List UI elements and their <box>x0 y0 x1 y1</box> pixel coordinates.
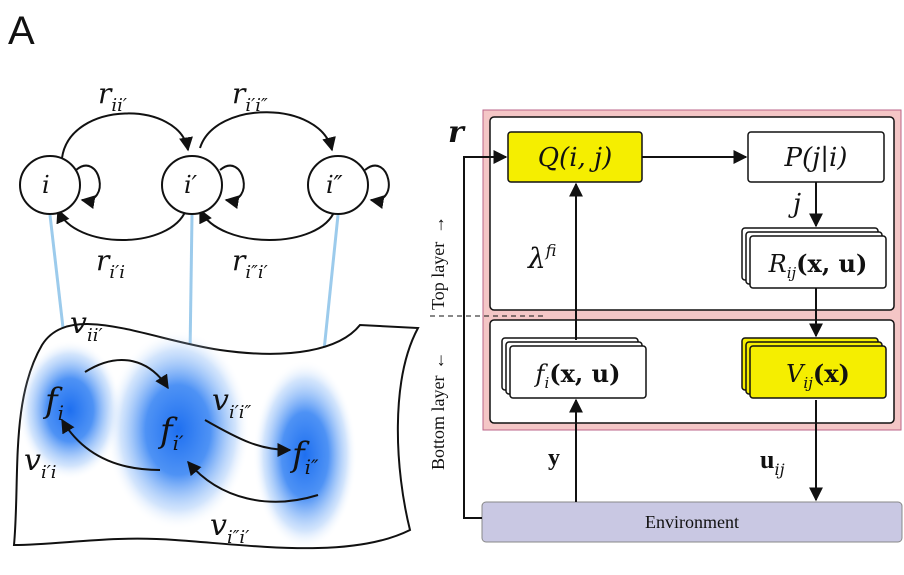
blob-f-i <box>18 340 122 480</box>
arc-r-i1i <box>56 208 187 241</box>
surface-manifold: fi fi′ fi″ vii′ vi′i″ vi′i vi″i′ <box>12 306 420 550</box>
label-v-ii1: vii′ <box>70 306 103 346</box>
self-loop-i <box>75 164 101 209</box>
state-label-i: i <box>42 171 50 199</box>
label-r-i1i2: ri′i″ <box>232 77 268 116</box>
r-box-label: Rij(x, u) <box>768 249 868 282</box>
arc-r-ii1 <box>61 112 193 159</box>
state-node-i <box>19 155 81 215</box>
p-box-label: P(j|i) <box>784 143 848 173</box>
u-label: uij <box>760 445 785 479</box>
arrow-v-i2i1 <box>187 460 319 503</box>
lambda-label: λfi <box>527 241 556 275</box>
self-loop-i1 <box>219 164 245 209</box>
r-box <box>749 235 887 289</box>
self-loop-i2 <box>364 164 390 209</box>
q-box-label: Q(i, j) <box>538 143 613 173</box>
label-v-i1i: vi′i <box>24 443 57 483</box>
reward-label: r <box>448 115 466 150</box>
arc-r-i1i2 <box>199 111 336 152</box>
arrow-v-i1i2 <box>204 419 292 457</box>
panel-label: A <box>8 9 35 53</box>
label-v-i2i1: vi″i′ <box>210 508 249 548</box>
top-layer-label: Top layer→ <box>428 216 448 310</box>
state-label-i1: i′ <box>184 171 198 199</box>
environment-box <box>481 501 903 543</box>
environment-label: Environment <box>645 512 739 532</box>
state-label-i2: i″ <box>326 171 343 199</box>
connector-i <box>48 214 67 346</box>
bottom-layer-label: Bottom layer← <box>428 352 448 470</box>
y-label: y <box>548 445 560 471</box>
architecture-diagram: Top layer→ Bottom layer← r Q(i, j) P(j|i… <box>428 109 903 543</box>
arrow-env-to-q-feedback <box>463 150 508 519</box>
label-v-i1i2: vi′i″ <box>212 383 252 423</box>
arrow-v-ii1 <box>84 359 169 390</box>
arc-r-i2i1 <box>199 208 336 241</box>
state-graph: i i′ i″ rii′ ri′i″ ri′i ri″i′ <box>19 77 390 283</box>
label-r-i2i1: ri″i′ <box>232 244 268 283</box>
state-node-i2 <box>307 155 369 215</box>
blob-f-i1 <box>106 330 250 530</box>
label-r-ii1: rii′ <box>98 77 127 116</box>
state-node-i1 <box>161 155 223 215</box>
v-box <box>749 345 887 399</box>
f-box <box>509 345 647 399</box>
connector-i2 <box>320 214 340 371</box>
arrow-v-i1i <box>61 418 161 471</box>
label-r-i1i: ri′i <box>96 244 125 283</box>
v-box-label: Vij(x) <box>786 359 850 392</box>
